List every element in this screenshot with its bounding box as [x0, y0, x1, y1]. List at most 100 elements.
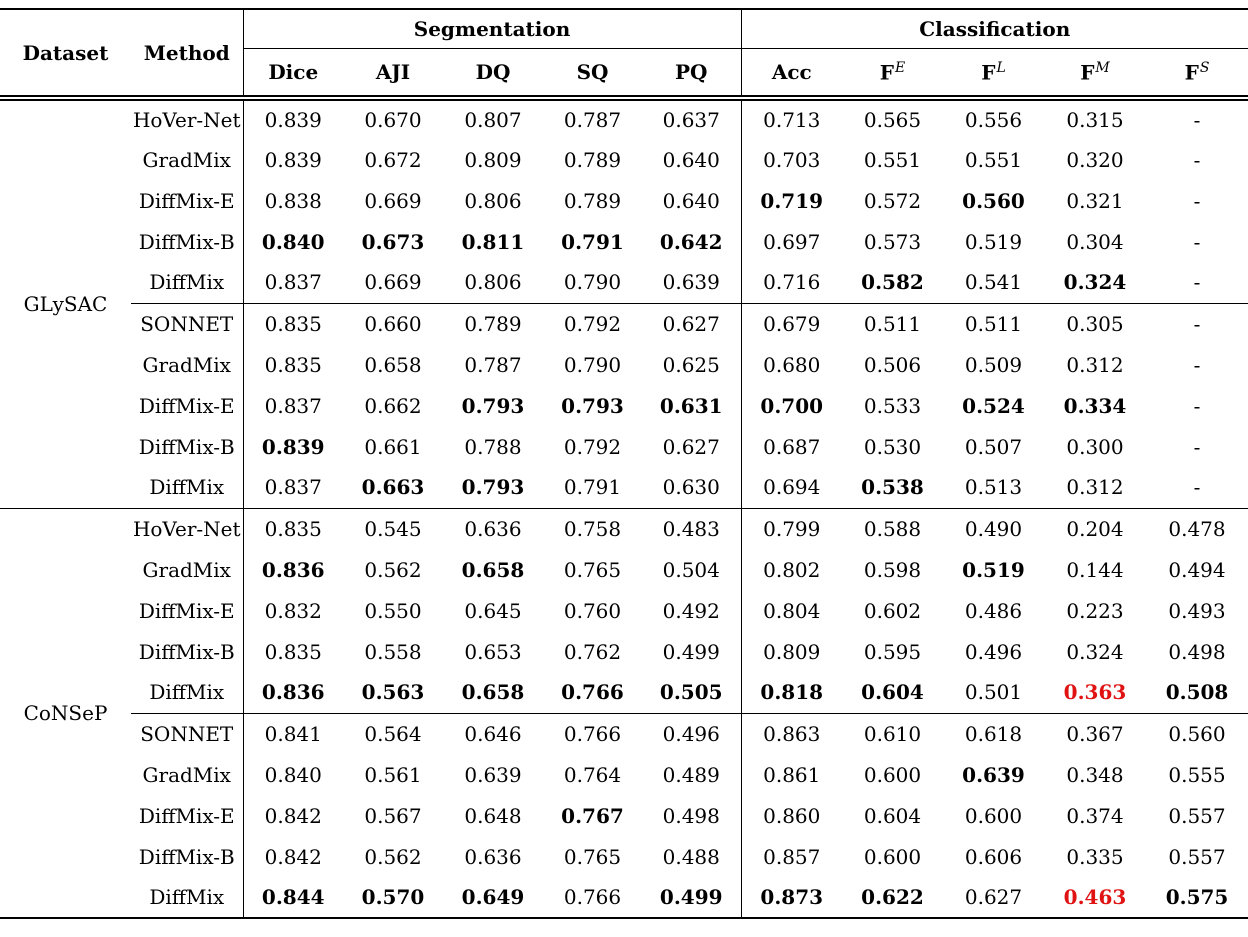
table-row: GLySAC HoVer-Net 0.839 0.670 0.807 0.787 0.637… — [0, 98, 1248, 316]
value-cell: 0.789 — [443, 302, 543, 344]
value-cell: 0.860 — [740, 795, 842, 836]
value-cell: 0.550 — [364, 598, 422, 623]
value-cell: 0.519 — [962, 557, 1025, 582]
col-header-fl: FL — [943, 48, 1044, 101]
value-cell: 0.873 — [740, 877, 842, 918]
value-cell: 0.563 — [361, 680, 425, 705]
col-header-sq: SQ — [543, 48, 642, 101]
value-cell: 0.787 — [464, 352, 522, 377]
value-cell: 0.335 — [1066, 844, 1124, 869]
value-cell: 0.636 — [443, 507, 543, 549]
value-cell: 0.524 — [962, 393, 1025, 418]
value-cell: 0.766 — [543, 712, 642, 754]
value-cell: 0.766 — [563, 885, 622, 909]
value-cell: 0.575 — [1165, 885, 1229, 909]
value-cell: 0.767 — [561, 803, 624, 828]
col-header-fm: FM — [1044, 48, 1146, 101]
value-cell: 0.573 — [863, 229, 922, 254]
value-cell: 0.764 — [563, 762, 622, 787]
value-cell: 0.653 — [464, 639, 522, 664]
value-cell: 0.766 — [561, 680, 624, 705]
value-cell: 0.315 — [1066, 108, 1124, 132]
value-cell: 0.320 — [1066, 147, 1124, 172]
value-cell: 0.793 — [561, 393, 624, 418]
value-cell: 0.660 — [343, 302, 443, 344]
dataset-label-glysac: GLySAC — [23, 292, 108, 317]
value-cell: - — [1146, 302, 1248, 344]
value-cell: 0.557 — [1168, 803, 1226, 828]
method-cell: DiffMix-B — [138, 434, 235, 459]
table-row: DiffMix-B 0.840 0.673 0.811 0.791 0.642 0.697 0… — [0, 221, 1248, 262]
value-cell: 0.758 — [543, 507, 642, 549]
value-cell: 0.600 — [964, 803, 1023, 828]
value-cell: 0.662 — [364, 393, 422, 418]
value-cell: 0.513 — [964, 475, 1023, 500]
table-row: DiffMix-E 0.838 0.669 0.806 0.789 0.640 0.719 0… — [0, 180, 1248, 221]
value-cell: 0.588 — [842, 507, 943, 549]
value-cell: 0.836 — [242, 549, 343, 590]
header-metric-row: Dice AJI DQ SQ PQ Acc FE FL FM FS — [0, 48, 1248, 101]
method-column-header: Method — [131, 9, 243, 101]
value-cell: 0.565 — [863, 108, 922, 132]
value-cell: 0.604 — [863, 803, 922, 828]
value-cell: - — [1193, 393, 1201, 418]
col-header-fs: FS — [1146, 48, 1248, 101]
value-cell: 0.558 — [364, 639, 422, 664]
value-cell: 0.501 — [964, 680, 1023, 705]
value-cell: 0.572 — [863, 188, 922, 213]
value-cell: 0.595 — [863, 639, 922, 664]
value-cell: 0.839 — [242, 426, 343, 467]
value-cell: 0.625 — [662, 352, 720, 377]
value-cell: 0.639 — [464, 762, 522, 787]
value-cell: 0.511 — [943, 302, 1044, 344]
value-cell: 0.670 — [364, 108, 422, 132]
value-cell: 0.618 — [943, 712, 1044, 754]
value-cell: 0.793 — [461, 393, 525, 418]
value-cell: 0.560 — [962, 188, 1025, 213]
value-cell: 0.713 — [740, 98, 842, 139]
value-cell: 0.637 — [662, 108, 720, 132]
method-cell: DiffMix-E — [138, 598, 235, 623]
value-cell: 0.223 — [1066, 598, 1124, 623]
method-cell: DiffMix — [149, 885, 225, 909]
value-cell: 0.562 — [364, 844, 422, 869]
col-header-dq: DQ — [443, 48, 543, 101]
value-cell: 0.144 — [1066, 557, 1124, 582]
value-cell: 0.324 — [1063, 270, 1127, 295]
table-row: GradMix 0.836 0.562 0.658 0.765 0.504 0.802 0.5… — [0, 549, 1248, 590]
table-row: DiffMix 0.837 0.663 0.793 0.791 0.630 0.694 0.5… — [0, 467, 1248, 508]
value-cell: 0.545 — [343, 507, 443, 549]
value-cell: 0.694 — [740, 467, 842, 508]
value-cell: 0.669 — [364, 188, 422, 213]
value-cell: 0.507 — [964, 434, 1023, 459]
table-row: SONNET 0.835 0.660 0.789 0.792 0.627 0.679 0.51… — [0, 302, 1248, 344]
segmentation-group-header: Segmentation — [242, 9, 741, 49]
value-cell: 0.835 — [242, 344, 343, 385]
value-cell: 0.837 — [242, 262, 343, 303]
value-cell: 0.321 — [1066, 188, 1124, 213]
col-header-aji: AJI — [343, 48, 443, 101]
value-cell: 0.646 — [443, 712, 543, 754]
method-cell: HoVer-Net — [132, 108, 241, 132]
value-cell: 0.840 — [242, 221, 343, 262]
method-cell: GradMix — [142, 147, 231, 172]
value-cell: 0.793 — [461, 475, 525, 500]
value-cell: 0.509 — [964, 352, 1023, 377]
value-cell: 0.789 — [563, 147, 622, 172]
value-cell: 0.498 — [1168, 639, 1226, 664]
value-cell: 0.622 — [861, 885, 924, 909]
value-cell: 0.804 — [740, 590, 842, 631]
value-cell: 0.204 — [1044, 507, 1146, 549]
value-cell: 0.719 — [740, 180, 842, 221]
value-cell: 0.787 — [563, 108, 622, 132]
value-cell: 0.334 — [1063, 393, 1127, 418]
table-body: GLySAC HoVer-Net 0.839 0.670 0.807 0.787 0.637… — [0, 98, 1248, 918]
value-cell: 0.842 — [242, 836, 343, 877]
value-cell: 0.627 — [642, 302, 741, 344]
value-cell: 0.570 — [361, 885, 425, 909]
value-cell: 0.648 — [464, 803, 522, 828]
value-cell: 0.672 — [364, 147, 422, 172]
method-cell: GradMix — [142, 352, 231, 377]
table-row: DiffMix-E 0.837 0.662 0.793 0.793 0.631 0.700 0… — [0, 385, 1248, 426]
value-cell: 0.504 — [662, 557, 720, 582]
